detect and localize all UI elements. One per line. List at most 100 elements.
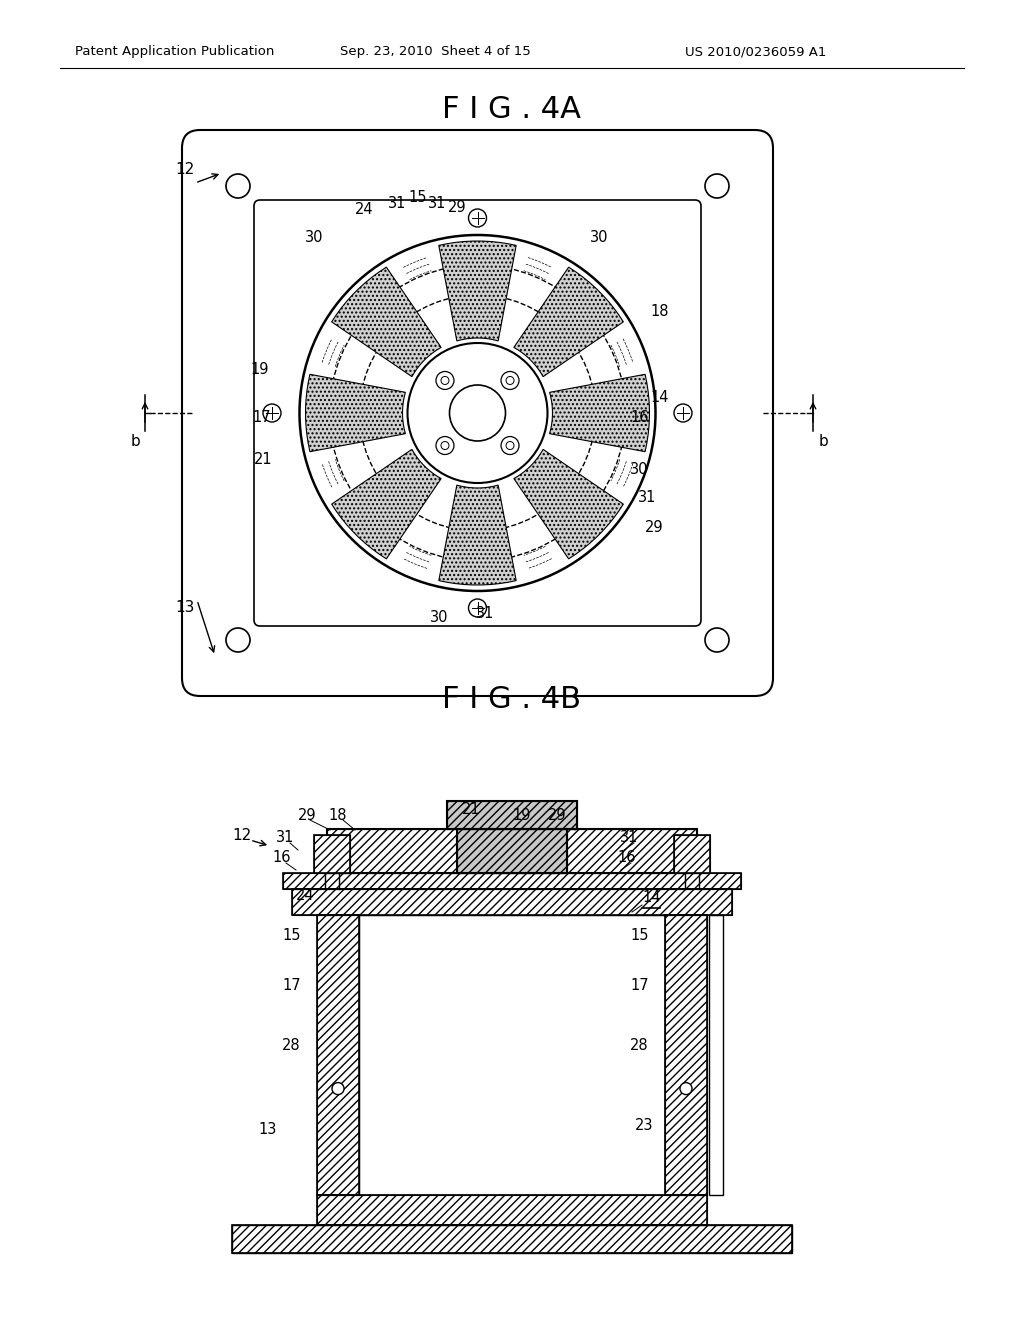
Text: 31: 31 xyxy=(276,830,294,846)
Bar xyxy=(314,836,350,873)
Text: 23: 23 xyxy=(635,1118,653,1133)
Bar xyxy=(447,801,577,829)
Text: 17: 17 xyxy=(252,411,270,425)
Text: 24: 24 xyxy=(355,202,374,218)
Text: 31: 31 xyxy=(620,830,638,846)
Text: 21: 21 xyxy=(254,453,272,467)
Text: 30: 30 xyxy=(430,610,449,626)
Polygon shape xyxy=(439,484,516,585)
Circle shape xyxy=(501,371,519,389)
Bar xyxy=(292,888,732,915)
FancyBboxPatch shape xyxy=(182,129,773,696)
Text: 16: 16 xyxy=(617,850,636,866)
Circle shape xyxy=(299,235,655,591)
Text: 13: 13 xyxy=(258,1122,276,1138)
Text: 17: 17 xyxy=(630,978,648,993)
Polygon shape xyxy=(514,267,624,376)
Polygon shape xyxy=(439,242,516,341)
Circle shape xyxy=(436,371,454,389)
FancyBboxPatch shape xyxy=(254,201,701,626)
Text: 21: 21 xyxy=(462,803,480,817)
Circle shape xyxy=(674,404,692,422)
Polygon shape xyxy=(332,449,441,558)
Bar xyxy=(314,836,350,873)
Text: 13: 13 xyxy=(175,601,195,615)
Bar xyxy=(674,836,710,873)
Text: 30: 30 xyxy=(630,462,648,478)
Bar xyxy=(317,1195,707,1225)
Polygon shape xyxy=(514,449,624,558)
Bar xyxy=(292,888,732,915)
Circle shape xyxy=(441,376,449,384)
Text: 31: 31 xyxy=(428,195,446,210)
Circle shape xyxy=(332,1082,344,1094)
Text: 28: 28 xyxy=(630,1038,648,1052)
Bar xyxy=(317,915,359,1195)
Circle shape xyxy=(680,1082,692,1094)
Circle shape xyxy=(263,404,281,422)
Text: 31: 31 xyxy=(638,491,656,506)
Bar xyxy=(665,915,707,1195)
Circle shape xyxy=(450,385,506,441)
Bar xyxy=(359,915,665,1195)
Text: 17: 17 xyxy=(282,978,301,993)
Bar xyxy=(447,801,577,829)
Text: F I G . 4A: F I G . 4A xyxy=(442,95,582,124)
Text: 14: 14 xyxy=(642,891,660,906)
Bar xyxy=(327,829,697,873)
Circle shape xyxy=(705,628,729,652)
Text: 18: 18 xyxy=(650,305,669,319)
Circle shape xyxy=(506,376,514,384)
Text: b: b xyxy=(130,433,140,449)
Circle shape xyxy=(226,174,250,198)
Text: 24: 24 xyxy=(296,887,314,903)
Circle shape xyxy=(705,174,729,198)
Text: 30: 30 xyxy=(305,231,324,246)
Text: F I G . 4B: F I G . 4B xyxy=(442,685,582,714)
Text: Patent Application Publication: Patent Application Publication xyxy=(75,45,274,58)
Circle shape xyxy=(469,209,486,227)
Bar xyxy=(709,915,723,1195)
Circle shape xyxy=(501,437,519,454)
Text: 12: 12 xyxy=(232,829,251,843)
Bar xyxy=(283,873,741,888)
Circle shape xyxy=(226,628,250,652)
Text: 29: 29 xyxy=(548,808,566,822)
Bar xyxy=(232,1225,792,1253)
Circle shape xyxy=(506,441,514,450)
Text: 19: 19 xyxy=(512,808,530,822)
Text: b: b xyxy=(818,433,827,449)
Text: 29: 29 xyxy=(449,199,467,214)
Text: Sep. 23, 2010  Sheet 4 of 15: Sep. 23, 2010 Sheet 4 of 15 xyxy=(340,45,530,58)
Text: 16: 16 xyxy=(630,411,648,425)
Text: 28: 28 xyxy=(282,1038,301,1052)
Bar xyxy=(283,873,741,888)
Text: 12: 12 xyxy=(175,162,195,177)
Bar xyxy=(457,829,567,873)
Text: 29: 29 xyxy=(645,520,664,536)
Text: 18: 18 xyxy=(328,808,346,822)
Bar xyxy=(327,829,697,873)
Polygon shape xyxy=(332,267,441,376)
Text: 30: 30 xyxy=(590,231,608,246)
Text: 15: 15 xyxy=(282,928,300,942)
Bar xyxy=(317,915,359,1195)
Circle shape xyxy=(436,437,454,454)
Text: 15: 15 xyxy=(408,190,427,206)
Bar xyxy=(232,1225,792,1253)
Polygon shape xyxy=(305,375,406,451)
Text: 31: 31 xyxy=(476,606,495,620)
Polygon shape xyxy=(550,375,649,451)
Text: 15: 15 xyxy=(630,928,648,942)
Circle shape xyxy=(469,599,486,616)
Bar xyxy=(317,1195,707,1225)
Text: 29: 29 xyxy=(298,808,316,822)
Text: US 2010/0236059 A1: US 2010/0236059 A1 xyxy=(685,45,826,58)
Text: 19: 19 xyxy=(250,363,268,378)
Text: 14: 14 xyxy=(650,391,669,405)
Circle shape xyxy=(408,343,548,483)
Bar xyxy=(674,836,710,873)
Circle shape xyxy=(441,441,449,450)
Bar xyxy=(457,829,567,873)
Bar xyxy=(665,915,707,1195)
